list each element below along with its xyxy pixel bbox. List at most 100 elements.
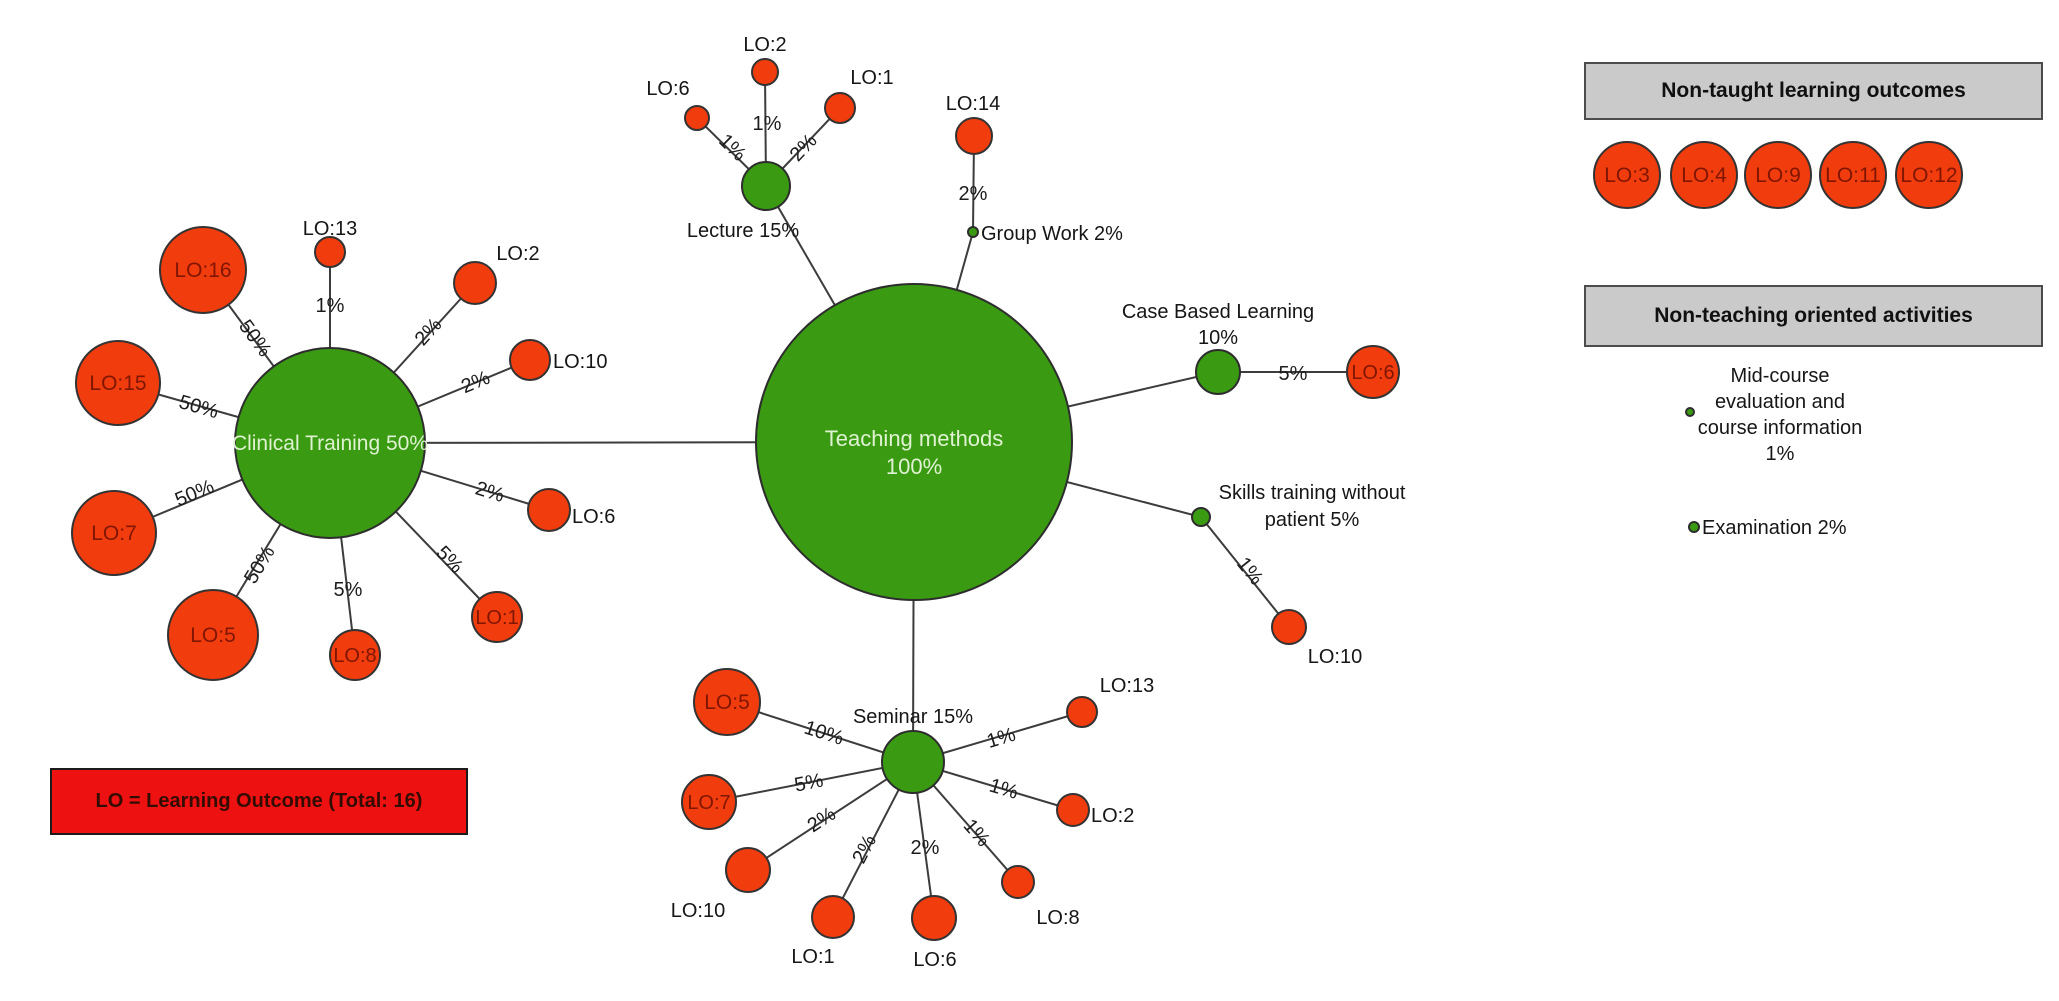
label-lo4g: LO:4: [1681, 164, 1727, 187]
edge-label-seminar-lo2s: 1%: [987, 775, 1021, 804]
edge-label-clinical-lo10c: 2%: [458, 367, 493, 398]
legend-non-taught-title-box: Non-taught learning outcomes: [1584, 62, 2043, 120]
label-lo13c: LO:13: [303, 218, 357, 240]
edge-label-clinical-lo5c: 50%: [240, 542, 280, 588]
node-lo5s: [693, 668, 761, 736]
label-lo1c: LO:1: [475, 607, 518, 629]
edge-label-seminar-lo1s: 2%: [848, 831, 881, 867]
node-teaching: [755, 283, 1073, 601]
label-lo9g: LO:9: [1755, 164, 1801, 187]
edge-label-seminar-lo13s: 1%: [984, 724, 1018, 753]
node-lo13s: [1066, 696, 1098, 728]
node-lo6s: [911, 895, 957, 941]
label-lo14: LO:14: [946, 93, 1000, 115]
label-exam: Examination 2%: [1702, 517, 1847, 539]
node-lecture: [741, 161, 791, 211]
label-lo7c: LO:7: [91, 522, 137, 545]
edge-label-lecture-lo6l: 1%: [714, 130, 750, 166]
label-lo5c: LO:5: [190, 624, 236, 647]
edge-seminar-lo10m: [747, 761, 914, 871]
label-lo3g: LO:3: [1604, 164, 1650, 187]
label-lo16: LO:16: [174, 259, 231, 282]
edge-label-clinical-lo15: 50%: [176, 391, 221, 423]
label-lo6b: LO:6: [1351, 362, 1394, 384]
label-lo6s: LO:6: [913, 949, 956, 971]
legend-non-teaching-title: Non-teaching oriented activities: [1654, 304, 1973, 327]
node-lo10c: [509, 339, 551, 381]
edge-label-groupwork-lo14: 2%: [959, 183, 988, 205]
edge-label-lecture-lo2l: 1%: [753, 113, 782, 135]
label-lo13s: LO:13: [1100, 675, 1154, 697]
label-lo2l: LO:2: [743, 34, 786, 56]
node-lo2l: [751, 58, 779, 86]
node-lo2c: [453, 261, 497, 305]
edge-label-clinical-lo7c: 50%: [172, 476, 218, 512]
label-lo1s: LO:1: [791, 946, 834, 968]
label-lecture: Lecture 15%: [687, 220, 800, 242]
edge-seminar-lo7s: [708, 761, 914, 803]
node-lo1l: [824, 92, 856, 124]
edge-label-clinical-lo13c: 1%: [316, 295, 345, 317]
lo-definition-note: LO = Learning Outcome (Total: 16): [50, 768, 468, 835]
legend-non-teaching-title-box: Non-teaching oriented activities: [1584, 285, 2043, 347]
label-lo10m: LO:10: [671, 900, 725, 922]
edge-label-seminar-lo7s: 5%: [793, 769, 826, 796]
node-lo5c: [167, 589, 259, 681]
node-lo3g: [1593, 141, 1661, 209]
node-lo15: [75, 340, 161, 426]
edge-label-seminar-lo6s: 2%: [911, 837, 940, 859]
node-lo12g: [1895, 141, 1963, 209]
label-lo10c: LO:10: [553, 351, 607, 373]
edge-label-clinical-lo8c: 5%: [334, 579, 363, 601]
label-lo10s: LO:10: [1308, 646, 1362, 668]
label-lo8c: LO:8: [333, 645, 376, 667]
label-lo6l: LO:6: [646, 78, 689, 100]
label-lo6c: LO:6: [572, 506, 615, 528]
label-lo15: LO:15: [89, 372, 146, 395]
node-lo1s: [811, 895, 855, 939]
node-lo6b: [1346, 345, 1400, 399]
node-lo14: [955, 117, 993, 155]
node-lo4g: [1670, 141, 1738, 209]
node-cbl: [1195, 349, 1241, 395]
edge-label-skills-lo10s: 1%: [1232, 553, 1267, 589]
edge-label-clinical-lo16: 50%: [234, 316, 276, 361]
label-clinical: Clinical Training 50%: [232, 432, 428, 455]
node-lo16: [159, 226, 247, 314]
node-lo6l: [684, 105, 710, 131]
label-teaching: Teaching methods 100%: [825, 426, 1004, 479]
node-lo7c: [71, 490, 157, 576]
label-lo2c: LO:2: [496, 243, 539, 265]
node-lo9g: [1744, 141, 1812, 209]
node-lo11g: [1819, 141, 1887, 209]
label-lo5s: LO:5: [704, 691, 750, 714]
node-lo10s: [1271, 609, 1307, 645]
legend-non-taught-title: Non-taught learning outcomes: [1661, 79, 1966, 102]
label-midcourse: Mid-course evaluation and course informati…: [1698, 365, 1863, 465]
label-groupwork: Group Work 2%: [981, 223, 1123, 245]
node-exam: [1688, 521, 1700, 533]
edge-label-cbl-lo6b: 5%: [1279, 363, 1308, 385]
node-seminar: [881, 730, 945, 794]
edge-label-clinical-lo6c: 2%: [473, 478, 507, 508]
edge-skills-lo10s: [1200, 516, 1290, 628]
label-lo2s: LO:2: [1091, 805, 1134, 827]
node-lo8c: [329, 629, 381, 681]
node-lo6c: [527, 488, 571, 532]
label-seminar: Seminar 15%: [853, 706, 973, 728]
label-lo7s: LO:7: [687, 792, 730, 814]
node-clinical: [234, 347, 426, 539]
label-lo8s: LO:8: [1036, 907, 1079, 929]
node-lo10m: [725, 847, 771, 893]
node-lo13c: [314, 236, 346, 268]
label-lo12g: LO:12: [1900, 164, 1957, 187]
node-midcourse: [1685, 407, 1695, 417]
label-cbl: Case Based Learning 10%: [1122, 301, 1314, 349]
node-lo8s: [1001, 865, 1035, 899]
edge-label-seminar-lo5s: 10%: [801, 717, 846, 750]
label-lo11g: LO:11: [1825, 164, 1881, 187]
node-skills: [1191, 507, 1211, 527]
lo-definition-note-text: LO = Learning Outcome (Total: 16): [95, 790, 423, 812]
